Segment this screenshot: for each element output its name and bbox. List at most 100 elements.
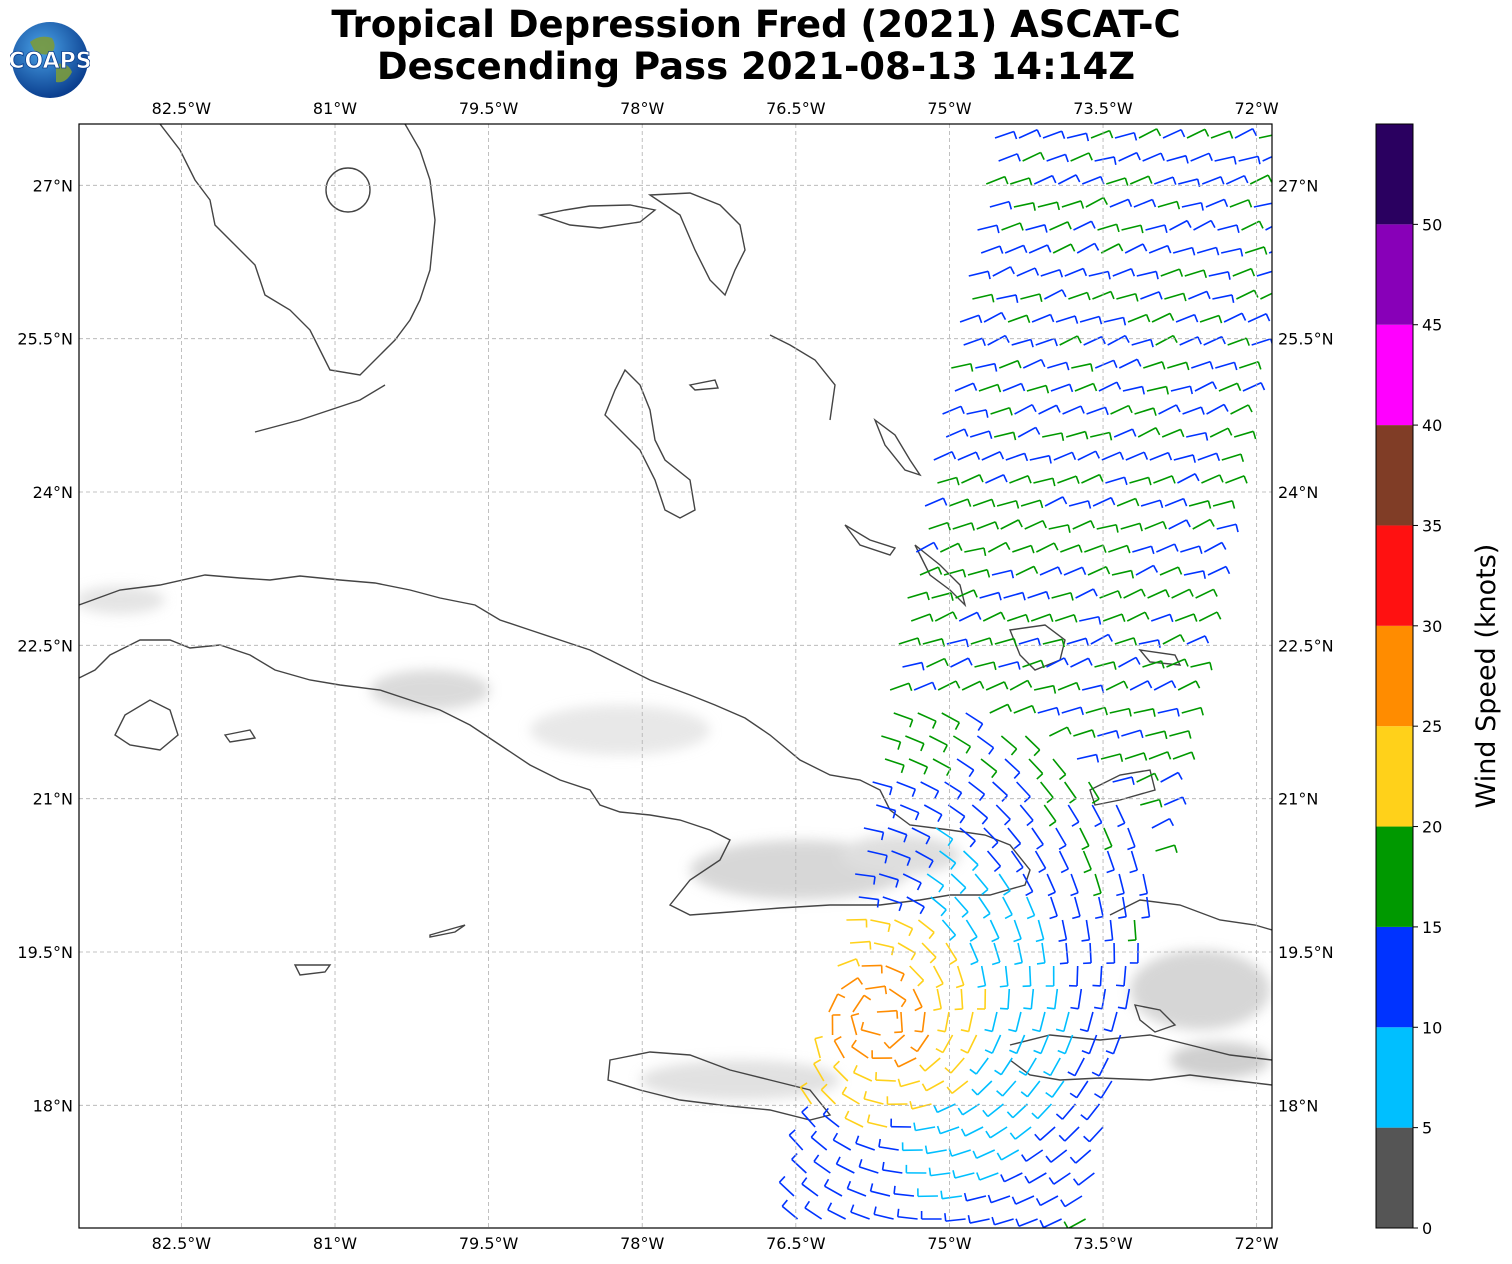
wind-barb (1083, 1126, 1104, 1143)
wind-barb (1061, 200, 1085, 209)
wind-barb (902, 661, 925, 671)
wind-barb (942, 405, 965, 415)
wind-barb (1042, 130, 1066, 139)
wind-barb (917, 712, 937, 729)
wind-barb (987, 334, 1010, 346)
wind-barb (1081, 473, 1104, 484)
wind-barb (933, 1103, 956, 1114)
wind-barb (1251, 338, 1272, 346)
wind-barb (1000, 1172, 1023, 1183)
lat-tick-label: 18°N (33, 1096, 73, 1115)
wind-barb (1183, 570, 1206, 579)
wind-barb (928, 1167, 951, 1177)
wind-barb (1023, 988, 1035, 1010)
wind-barb (1079, 615, 1102, 625)
wind-barb (1265, 225, 1272, 231)
wind-barb (1188, 290, 1211, 300)
wind-barb (1009, 1034, 1026, 1055)
wind-barb (1006, 1103, 1029, 1119)
wind-barb (887, 827, 908, 843)
wind-barb (1167, 361, 1190, 371)
wind-barb (1085, 706, 1108, 716)
wind-barb (1002, 382, 1026, 392)
wind-barb (899, 804, 920, 821)
wind-barb (1042, 432, 1065, 441)
graticule (79, 124, 1272, 1228)
wind-barb (1126, 611, 1150, 622)
colorbar-segment (1376, 926, 1413, 1028)
wind-barb (954, 896, 969, 918)
wind-barb (989, 200, 1013, 210)
wind-barb (1186, 128, 1210, 139)
wind-barb (1033, 684, 1057, 694)
wind-barb (1216, 523, 1239, 533)
wind-barb (1055, 1103, 1077, 1120)
wind-barb (1058, 919, 1068, 942)
wind-barb (878, 1138, 899, 1151)
wind-barb (979, 591, 1002, 601)
wind-barb (1036, 942, 1046, 965)
wind-barb (1090, 129, 1114, 139)
wind-barb (1001, 222, 1024, 231)
wind-barb (1173, 454, 1196, 463)
wind-barb (1086, 406, 1109, 416)
wind-barb (873, 942, 895, 956)
wind-barb (1151, 817, 1175, 829)
colorbar-label: Wind Speed (knots) (1471, 544, 1502, 809)
lon-tick-label: 76.5°W (766, 99, 826, 118)
wind-barb (1125, 451, 1149, 461)
wind-barb (970, 637, 994, 646)
wind-barb (1049, 726, 1072, 737)
wind-barb (992, 266, 1015, 277)
wind-barb (1022, 873, 1034, 897)
wind-barb (1031, 827, 1044, 850)
wind-barb (1116, 292, 1139, 302)
wind-barb (923, 804, 943, 823)
wind-barb (1129, 476, 1152, 486)
wind-barb (1239, 361, 1262, 370)
wind-barb (1024, 519, 1047, 530)
wind-barb (1009, 475, 1032, 484)
wind-barb (944, 1057, 965, 1074)
wind-barb (781, 1199, 799, 1220)
wind-barb (1234, 127, 1258, 139)
wind-barb (1063, 566, 1087, 576)
wind-barb (863, 1090, 884, 1105)
wind-barb (985, 474, 1008, 484)
wind-barb (1111, 569, 1135, 579)
wind-barb (1209, 427, 1233, 438)
wind-barb (1129, 680, 1153, 691)
colorbar-tick-label: 20 (1422, 818, 1442, 837)
colorbar-segment (1376, 324, 1413, 426)
wind-barb (889, 682, 913, 692)
wind-barb (801, 1106, 816, 1128)
wind-barb (1009, 679, 1033, 691)
wind-barb (1043, 804, 1057, 827)
wind-barb (1034, 1126, 1056, 1141)
wind-barb (1158, 404, 1181, 415)
wind-barb (945, 942, 958, 965)
wind-barb (866, 1114, 888, 1128)
wind-barb (1164, 497, 1188, 507)
wind-barb (1045, 1080, 1065, 1098)
wind-barb (991, 1216, 1014, 1226)
wind-barb (1018, 1057, 1037, 1076)
wind-barb (1050, 383, 1074, 393)
wind-barb (1049, 896, 1058, 920)
wind-barb (926, 873, 945, 893)
wind-barb (822, 1107, 840, 1128)
wind-barb (1084, 544, 1107, 553)
colorbar-tick-label: 45 (1422, 316, 1442, 335)
wind-barb (1100, 753, 1124, 762)
wind-barb (1094, 661, 1117, 670)
wind-barb (1051, 592, 1074, 601)
wind-barb (954, 382, 978, 392)
colorbar-tick-label: 25 (1422, 717, 1442, 736)
wind-barb (881, 1161, 903, 1174)
colorbar-segment (1376, 1027, 1413, 1128)
wind-barb (1019, 804, 1034, 827)
wind-barb (961, 474, 984, 484)
wind-barb (1193, 219, 1216, 231)
wind-barb (855, 1135, 875, 1151)
wind-barb (994, 431, 1017, 441)
